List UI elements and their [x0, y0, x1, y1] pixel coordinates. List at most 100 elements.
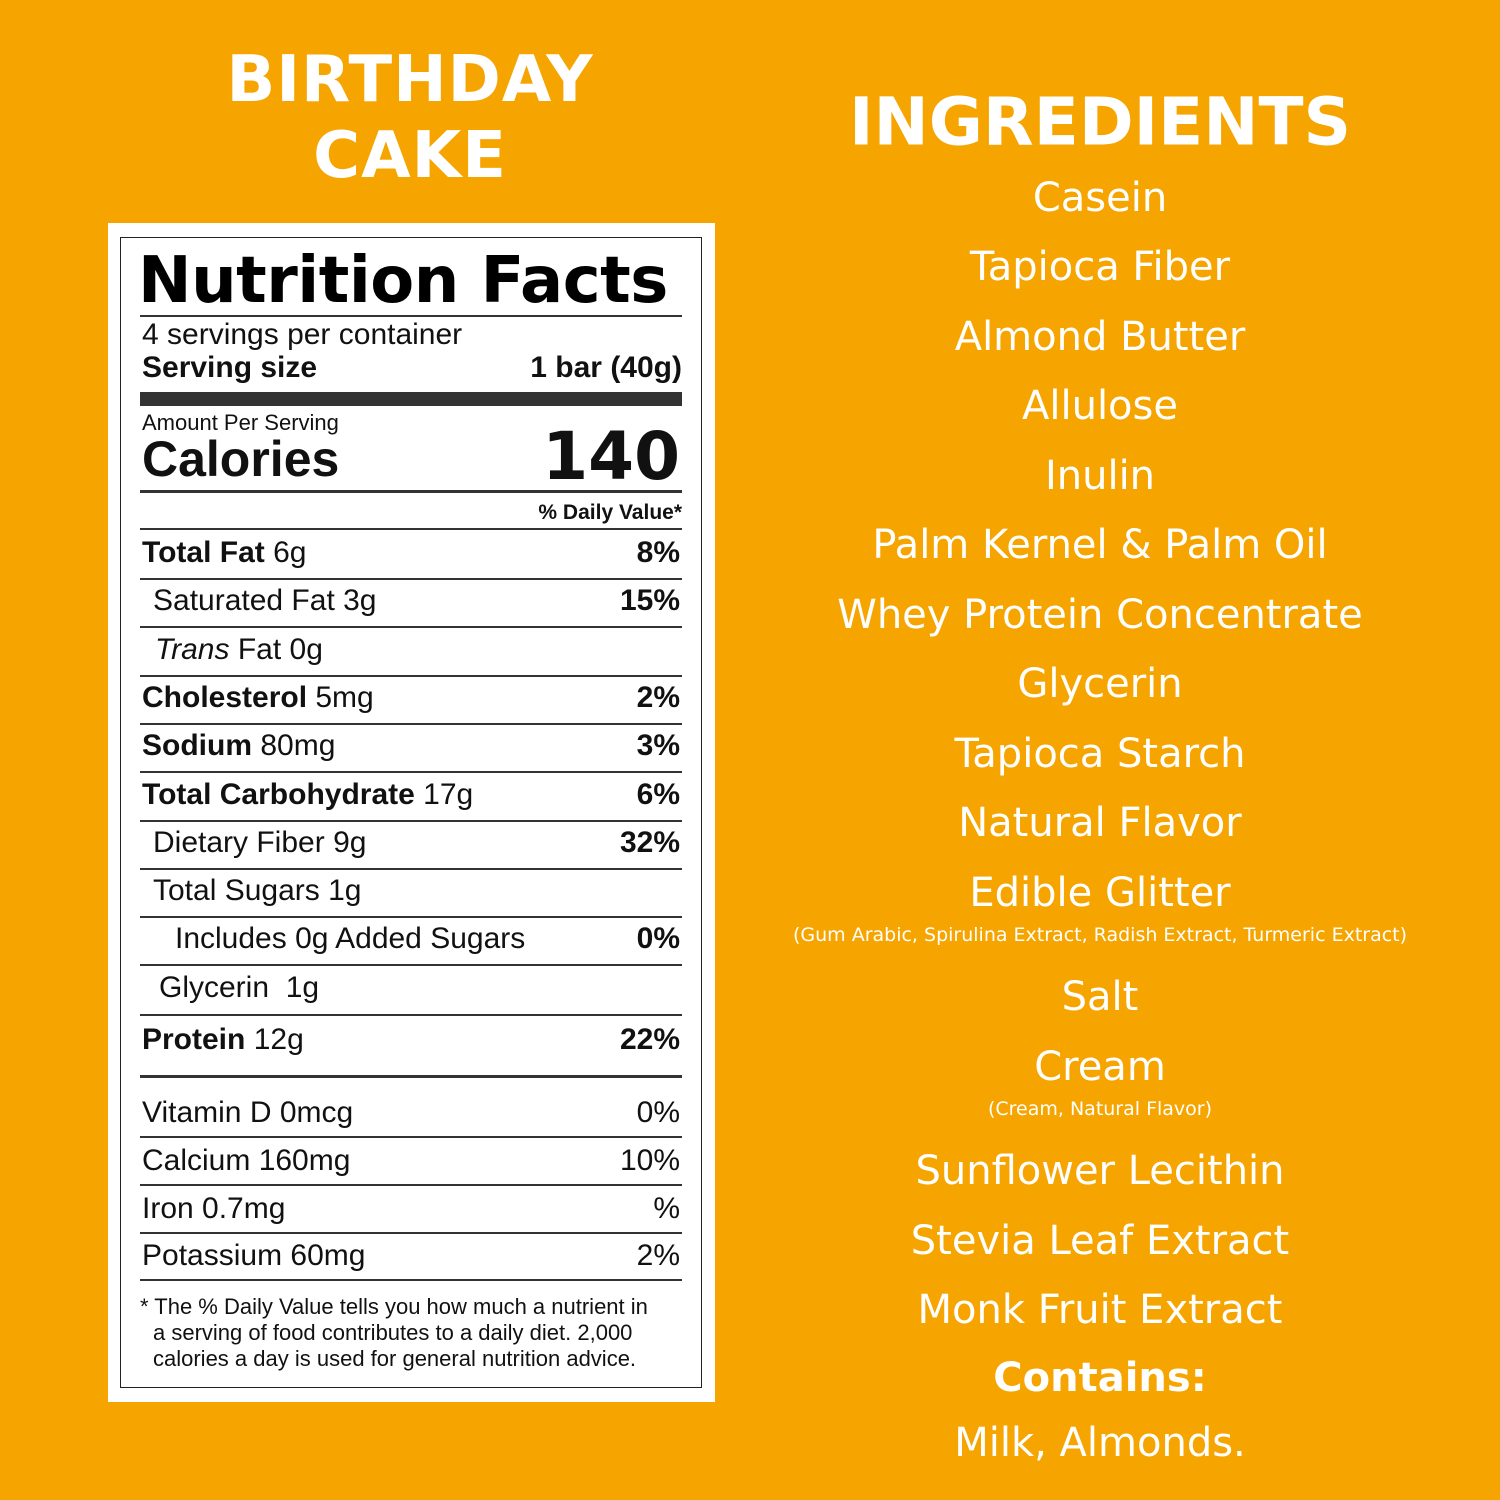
- rule: [140, 723, 682, 725]
- title-line: CAKE: [313, 119, 507, 193]
- nutrient-row: Includes 0g Added Sugars: [175, 922, 525, 956]
- calories-label: Calories: [142, 431, 340, 487]
- servings: 4 servings per container: [142, 318, 463, 351]
- nutrient-name: Dietary Fiber: [153, 826, 325, 859]
- rule: [140, 820, 682, 822]
- rule: [140, 578, 682, 580]
- ingredient: Casein: [1032, 175, 1168, 221]
- nutrient-amount: 5mg: [315, 681, 374, 714]
- nf-heading: Nutrition Facts: [138, 244, 668, 318]
- ingredient: Allulose: [1022, 383, 1178, 429]
- nutrient-name: Includes 0g Added Sugars: [175, 922, 526, 955]
- rule: [140, 315, 682, 317]
- ingredients-heading: INGREDIENTS: [848, 83, 1352, 161]
- rule: [140, 528, 682, 530]
- rule: [140, 964, 682, 966]
- ingredient: Cream: [1034, 1044, 1166, 1090]
- nutrient-name: Total Sugars: [153, 874, 320, 907]
- rule: [140, 1232, 682, 1234]
- rule: [140, 1075, 682, 1078]
- serving-size: 1 bar (40g): [530, 351, 682, 384]
- nutrient-amount: 80mg: [260, 729, 336, 762]
- nutrient-name: Cholesterol: [142, 681, 308, 714]
- nutrient-dv: 22%: [619, 1023, 680, 1056]
- title-line: BIRTHDAY: [226, 43, 594, 117]
- nutrient-row: Total Sugars 1g: [153, 874, 361, 908]
- nutrient-name: Fat: [237, 633, 282, 666]
- ingredient: Whey Protein Concentrate: [837, 592, 1363, 638]
- ingredient-note: (Cream, Natural Flavor): [987, 1098, 1213, 1120]
- ingredient: Almond Butter: [954, 314, 1246, 360]
- nutrient-dv: 0%: [636, 922, 680, 955]
- nutrient-dv: 8%: [636, 536, 680, 569]
- vitamin-name: Calcium 160mg: [142, 1144, 351, 1177]
- nutrient-italic: Trans: [155, 633, 230, 666]
- nutrient-name: Sodium: [142, 729, 252, 762]
- rule: [140, 771, 682, 773]
- ingredient: Edible Glitter: [969, 870, 1231, 916]
- rule: [140, 868, 682, 870]
- nutrient-amount: 17g: [423, 778, 474, 811]
- rule: [140, 675, 682, 677]
- ingredient: Salt: [1061, 974, 1139, 1020]
- nutrient-dv: 6%: [636, 778, 680, 811]
- calories: 140: [542, 418, 680, 495]
- nutrient-row: Total Fat 6g: [142, 536, 307, 570]
- nutrient-row: Saturated Fat 3g: [153, 584, 377, 618]
- nutrient-name: Protein: [142, 1023, 246, 1056]
- nutrient-dv: 15%: [619, 584, 680, 617]
- ingredient: Glycerin: [1017, 661, 1183, 707]
- vitamin-dv: %: [653, 1192, 680, 1225]
- nutrient-amount: 1g: [328, 874, 362, 907]
- nutrient-name: Total Fat: [142, 536, 265, 569]
- vitamin-dv: 0%: [636, 1096, 680, 1129]
- nutrient-row: Total Carbohydrate 17g: [142, 778, 473, 812]
- rule: [140, 626, 682, 628]
- nutrient-row: Protein 12g: [142, 1023, 304, 1057]
- ingredient-note: (Gum Arabic, Spirulina Extract, Radish E…: [792, 924, 1408, 946]
- ingredient: Stevia Leaf Extract: [910, 1218, 1290, 1264]
- nutrient-dv: 3%: [636, 729, 680, 762]
- ingredient: Sunflower Lecithin: [915, 1148, 1285, 1194]
- nutrient-amount: 9g: [333, 826, 367, 859]
- nutrient-name: Saturated Fat: [153, 584, 335, 617]
- footnote: calories a day is used for general nutri…: [153, 1346, 637, 1371]
- vitamin-dv: 10%: [619, 1144, 680, 1177]
- vitamin-name: Potassium 60mg: [142, 1239, 366, 1272]
- nutrient-row: Dietary Fiber 9g: [153, 826, 366, 860]
- product-title: BIRTHDAY CAKE: [110, 42, 710, 194]
- ingredient: Inulin: [1044, 453, 1156, 499]
- amount-per-serving: Amount Per Serving: [142, 410, 339, 435]
- ingredient: Tapioca Fiber: [969, 244, 1231, 290]
- serving-size-label: Serving size: [142, 351, 318, 384]
- ingredient: Natural Flavor: [958, 800, 1242, 846]
- rule: [140, 1014, 682, 1016]
- dv-header: % Daily Value*: [538, 501, 682, 524]
- rule: [140, 1279, 682, 1281]
- contains-label: Contains:: [993, 1355, 1207, 1401]
- label-border: [120, 237, 702, 1388]
- ingredient: Monk Fruit Extract: [917, 1287, 1283, 1333]
- nutrient-amount: 6g: [273, 536, 307, 569]
- nutrient-row: Cholesterol 5mg: [142, 681, 374, 715]
- rule: [140, 1136, 682, 1138]
- rule: [140, 392, 682, 406]
- nutrition-label: [108, 223, 715, 1402]
- rule: [140, 1184, 682, 1186]
- nutrient-amount: 0g: [289, 633, 323, 666]
- footnote: * The % Daily Value tells you how much a…: [140, 1294, 648, 1319]
- nutrient-dv: 32%: [619, 826, 680, 859]
- nutrient-name: Total Carbohydrate: [142, 778, 415, 811]
- nutrient-dv: 2%: [636, 681, 680, 714]
- nutrient-row: Glycerin 1g: [159, 971, 319, 1005]
- rule: [140, 916, 682, 918]
- nutrient-row: Sodium 80mg: [142, 729, 335, 763]
- rule: [140, 490, 682, 493]
- ingredient: Tapioca Starch: [954, 731, 1246, 777]
- nutrient-amount: 3g: [343, 584, 377, 617]
- footnote: a serving of food contributes to a daily…: [153, 1320, 633, 1345]
- nutrient-amount: 12g: [253, 1023, 304, 1056]
- nutrient-row: Trans Fat 0g: [155, 633, 323, 667]
- ingredient: Palm Kernel & Palm Oil: [872, 522, 1328, 568]
